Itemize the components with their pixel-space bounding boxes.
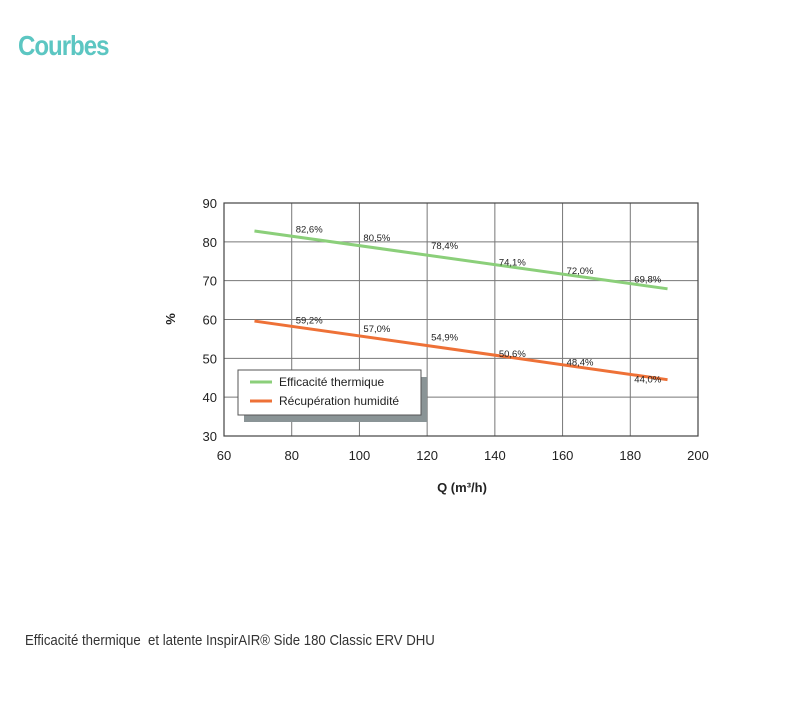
x-tick-label: 140 — [484, 448, 506, 463]
y-tick-label: 40 — [203, 390, 217, 405]
y-tick-label: 60 — [203, 313, 217, 328]
legend-label: Efficacité thermique — [279, 375, 384, 389]
series-line — [254, 319, 668, 382]
x-tick-label: 60 — [217, 448, 231, 463]
data-label: 48,4% — [567, 358, 594, 369]
data-label: 74,1% — [499, 258, 526, 269]
x-tick-label: 80 — [284, 448, 298, 463]
data-label: 59,2% — [296, 316, 323, 327]
data-label: 82,6% — [296, 225, 323, 236]
y-tick-label: 50 — [203, 351, 217, 366]
data-label: 54,9% — [431, 332, 458, 343]
legend-box — [237, 369, 422, 416]
x-tick-label: 160 — [552, 448, 574, 463]
data-label: 72,0% — [567, 266, 594, 277]
y-axis-label: % — [163, 313, 178, 325]
data-label: 78,4% — [431, 241, 458, 252]
chart-caption: Efficacité thermique et latente InspirAI… — [25, 632, 435, 649]
y-tick-label: 80 — [203, 235, 217, 250]
x-tick-label: 200 — [687, 448, 709, 463]
data-label: 69,8% — [634, 274, 661, 285]
plot-frame — [223, 202, 699, 437]
x-tick-label: 100 — [349, 448, 371, 463]
x-axis-label: Q (m³/h) — [437, 480, 487, 495]
legend-label: Récupération humidité — [279, 394, 399, 408]
series-line — [254, 229, 668, 291]
y-tick-label: 70 — [203, 274, 217, 289]
data-label: 44,0% — [634, 375, 661, 386]
data-label: 50,6% — [499, 349, 526, 360]
y-tick-label: 30 — [203, 429, 217, 444]
x-tick-label: 120 — [416, 448, 438, 463]
x-tick-label: 180 — [619, 448, 641, 463]
page-title: Courbes — [18, 30, 109, 61]
data-label: 57,0% — [363, 324, 390, 335]
data-label: 80,5% — [363, 233, 390, 244]
y-tick-label: 90 — [203, 196, 217, 211]
